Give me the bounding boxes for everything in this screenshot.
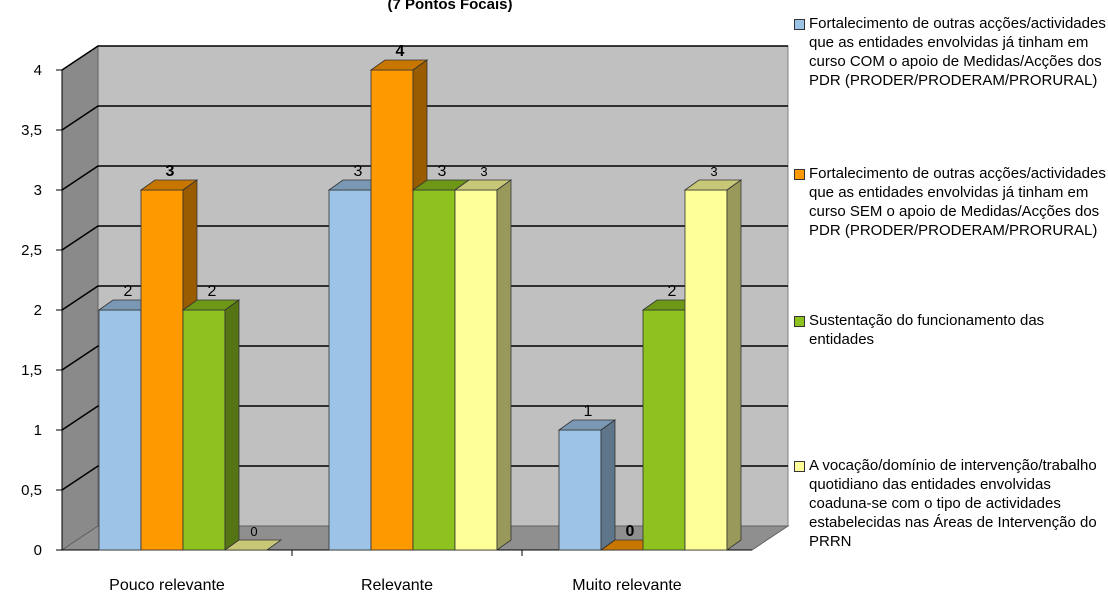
legend-label: A vocação/domínio de intervenção/trabalh… bbox=[809, 457, 1097, 550]
y-tick-label: 0,5 bbox=[21, 482, 42, 499]
bar-zero bbox=[223, 539, 283, 551]
data-label: 2 bbox=[124, 283, 133, 300]
gridline bbox=[61, 405, 788, 431]
bar-side bbox=[600, 419, 616, 551]
chart-title: (7 Pontos Focais) bbox=[387, 0, 513, 13]
gridline bbox=[61, 165, 788, 191]
y-tick-label: 2,5 bbox=[21, 242, 42, 259]
bar bbox=[370, 69, 414, 551]
gridline bbox=[61, 345, 788, 371]
bar bbox=[454, 189, 498, 551]
y-tick-label: 0 bbox=[34, 542, 42, 559]
y-tick-label: 1 bbox=[34, 422, 42, 439]
legend-label: Fortalecimento de outras acções/activida… bbox=[809, 165, 1106, 239]
x-tick-label: Pouco relevante bbox=[109, 577, 225, 594]
legend-label: Fortalecimento de outras acções/activida… bbox=[809, 15, 1106, 89]
data-label: 3 bbox=[710, 164, 717, 179]
bar bbox=[558, 429, 602, 551]
bar bbox=[182, 309, 226, 551]
gridline bbox=[61, 465, 788, 491]
y-tick-label: 2 bbox=[34, 302, 42, 319]
legend-swatch bbox=[794, 461, 805, 472]
data-label: 0 bbox=[250, 524, 257, 539]
bar bbox=[684, 189, 728, 551]
data-label: 3 bbox=[438, 163, 447, 180]
bar-side bbox=[726, 179, 742, 551]
data-label: 3 bbox=[480, 164, 487, 179]
data-label: 3 bbox=[354, 163, 363, 180]
data-label: 1 bbox=[584, 403, 593, 420]
bar bbox=[328, 189, 372, 551]
legend-label: Sustentação do funcionamento das entidad… bbox=[809, 312, 1045, 348]
bar bbox=[412, 189, 456, 551]
bar-chart: 0 0,5 1 1,5 2 2,5 3 3,5 4 2 3 2 0 Pouco relevante 3 4 3 3… bbox=[21, 43, 790, 594]
bar bbox=[140, 189, 184, 551]
bar-side bbox=[224, 299, 240, 551]
legend-swatch bbox=[794, 19, 805, 30]
data-label: 2 bbox=[208, 283, 217, 300]
y-tick-label: 3,5 bbox=[21, 122, 42, 139]
data-label: 4 bbox=[396, 43, 405, 60]
x-tick-label: Relevante bbox=[361, 577, 433, 594]
data-label: 0 bbox=[626, 523, 635, 540]
bar bbox=[642, 309, 686, 551]
gridline bbox=[61, 225, 788, 251]
y-tick-label: 1,5 bbox=[21, 362, 42, 379]
data-label: 2 bbox=[668, 283, 677, 300]
legend-swatch bbox=[794, 169, 805, 180]
gridline bbox=[61, 285, 788, 311]
legend-swatch bbox=[794, 316, 805, 327]
x-tick-label: Muito relevante bbox=[572, 577, 681, 594]
bar-side bbox=[496, 179, 512, 551]
y-tick-label: 4 bbox=[34, 62, 42, 79]
data-label: 3 bbox=[166, 163, 175, 180]
gridline bbox=[61, 45, 788, 71]
bar bbox=[98, 309, 142, 551]
y-tick-label: 3 bbox=[34, 182, 42, 199]
gridline bbox=[61, 105, 788, 131]
